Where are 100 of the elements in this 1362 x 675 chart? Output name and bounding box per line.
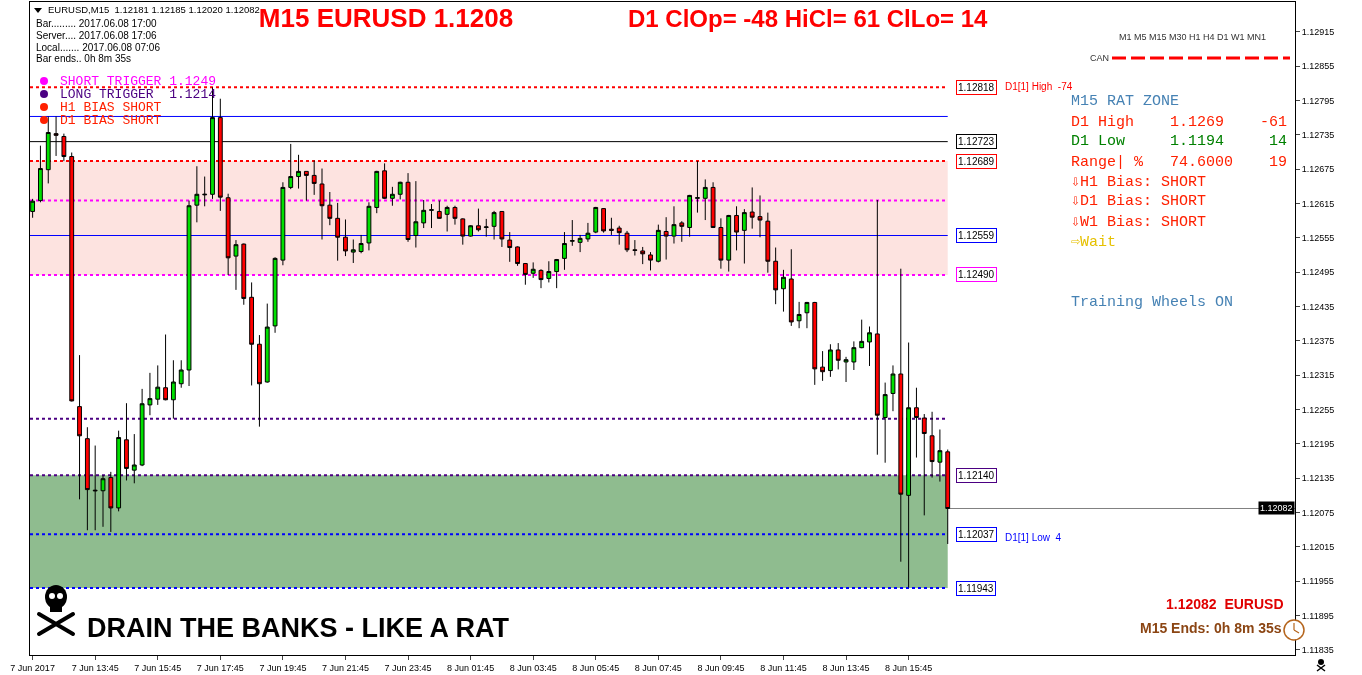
candlestick (116, 430, 122, 512)
candlestick (874, 199, 880, 456)
y-tick-label: 1.12195 (1301, 438, 1335, 449)
x-tick-label: 7 Jun 19:45 (259, 662, 307, 673)
candlestick (726, 214, 732, 273)
candlestick (835, 342, 841, 370)
candlestick (929, 411, 935, 479)
candlestick (608, 217, 614, 236)
candlestick (444, 205, 450, 232)
candlestick (945, 449, 951, 545)
candlestick (914, 387, 919, 459)
candlestick (303, 170, 309, 202)
candlestick (225, 193, 231, 276)
candlestick (702, 178, 708, 221)
annotation: Bar ends.. 0h 8m 35s (36, 53, 132, 64)
candlestick (186, 200, 192, 387)
x-tick-label: 8 Jun 03:45 (509, 662, 557, 673)
candlestick (554, 258, 560, 289)
candlestick (671, 205, 677, 245)
candlestick (507, 231, 513, 263)
x-tick-label: 7 Jun 15:45 (134, 662, 182, 673)
candlestick (194, 165, 200, 223)
candlestick (296, 154, 301, 190)
annotation: ⇩D1 Bias: SHORT (1071, 193, 1207, 210)
candlestick (601, 207, 606, 234)
ref-line-label: 1.12082 (1260, 503, 1293, 513)
candlestick (522, 262, 528, 286)
annotation: ⇩H1 Bias: SHORT (1071, 174, 1207, 191)
candlestick (773, 247, 779, 305)
candlestick (515, 245, 520, 267)
candlestick (483, 218, 489, 238)
candlestick (616, 225, 622, 246)
x-tick-label: 7 Jun 13:45 (71, 662, 119, 673)
candlestick (710, 181, 716, 229)
candlestick (538, 268, 544, 289)
candlestick (851, 340, 857, 371)
annotation: D1 High 1.1269 -61 (1071, 114, 1288, 131)
candlestick (452, 205, 458, 226)
chart-subtitle: D1 ClOp= -48 HiCl= 61 ClLo= 14 (628, 5, 989, 32)
candlestick (108, 471, 114, 533)
candlestick (585, 222, 591, 243)
candlestick (499, 210, 505, 248)
candlestick (882, 382, 888, 464)
candlestick (350, 239, 356, 264)
x-tick-label: 8 Jun 13:45 (822, 662, 870, 673)
y-tick-label: 1.12375 (1301, 335, 1335, 346)
candlestick (405, 172, 411, 243)
annotation: Bar......... 2017.06.08 17:00 (36, 18, 158, 29)
candlestick (757, 194, 763, 238)
candlestick (257, 334, 262, 428)
candlestick (460, 217, 466, 246)
annotation: Training Wheels ON (1071, 294, 1234, 311)
candlestick (546, 260, 552, 283)
candlestick (84, 426, 90, 531)
candlestick (906, 342, 912, 588)
candlestick (429, 203, 434, 229)
annotation: ⇩W1 Bias: SHORT (1071, 214, 1207, 231)
candlestick (679, 220, 685, 243)
candlestick (577, 234, 583, 253)
candlestick (921, 413, 927, 516)
candlestick (476, 208, 481, 232)
candlestick (812, 301, 818, 386)
candlestick (734, 205, 739, 251)
candlestick (937, 429, 943, 483)
y-tick-label: 1.12615 (1301, 198, 1335, 209)
x-tick-label: 8 Jun 15:45 (885, 662, 933, 673)
annotation: ⇨Wait (1071, 234, 1117, 251)
candlestick (38, 145, 43, 203)
candlestick (718, 217, 724, 270)
candlestick (530, 261, 536, 279)
x-tick-label: 7 Jun 23:45 (384, 662, 432, 673)
candlestick (327, 191, 333, 226)
annotation: EURUSD,M15 1.12181 1.12185 1.12020 1.12082 (48, 4, 260, 15)
x-tick-label: 7 Jun 2017 (10, 662, 55, 673)
y-tick-label: 1.11835 (1301, 645, 1334, 655)
x-tick-label: 7 Jun 21:45 (321, 662, 369, 673)
candlestick (640, 246, 646, 265)
candlestick (241, 243, 247, 306)
candlestick (389, 186, 395, 207)
candlestick (468, 224, 474, 238)
candlestick (139, 388, 145, 467)
x-tick-label: 7 Jun 17:45 (196, 662, 244, 673)
y-tick-label: 1.12015 (1301, 541, 1335, 552)
y-tick-label: 1.12735 (1301, 129, 1335, 140)
candlestick (648, 251, 653, 271)
candlestick (264, 303, 270, 384)
ref-line-label: 1.12559 (958, 230, 995, 241)
candlestick (233, 239, 239, 291)
x-tick-label: 8 Jun 09:45 (697, 662, 745, 673)
candlestick (374, 170, 380, 214)
candlestick (366, 201, 372, 251)
candlestick (781, 269, 786, 313)
candlestick (632, 239, 638, 257)
candlestick (562, 231, 567, 271)
candlestick (687, 194, 693, 238)
y-tick-label: 1.11895 (1301, 610, 1334, 621)
candlestick (288, 143, 294, 190)
candlestick (343, 218, 348, 257)
ref-line-label: 1.12140 (958, 470, 995, 481)
candlestick (421, 199, 427, 229)
